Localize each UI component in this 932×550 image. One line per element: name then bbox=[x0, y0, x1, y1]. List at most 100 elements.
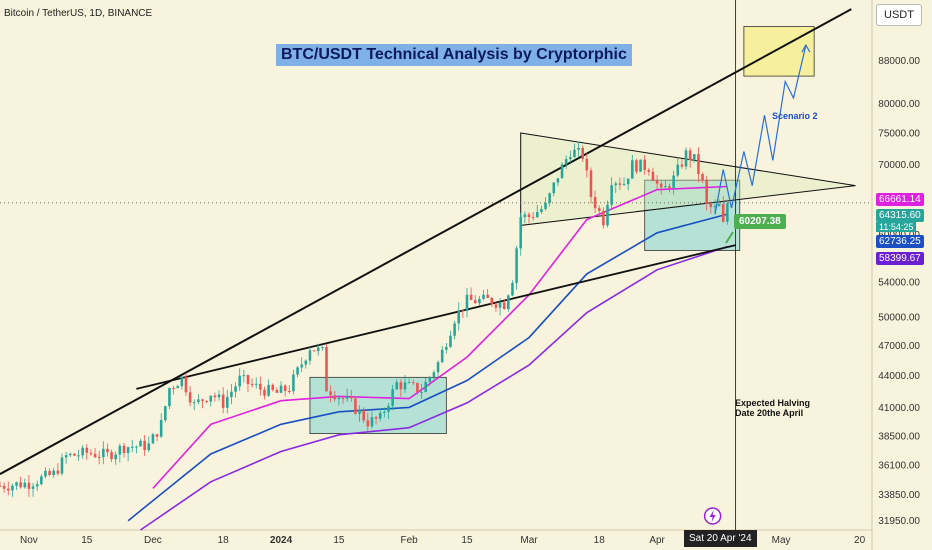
candle-body bbox=[523, 214, 527, 218]
y-tick-label: 50000.00 bbox=[878, 313, 920, 324]
candle-body bbox=[15, 482, 18, 486]
candle-body bbox=[44, 470, 47, 477]
candle-body bbox=[135, 446, 138, 448]
candle-body bbox=[329, 391, 332, 396]
candle-body bbox=[97, 457, 101, 459]
candle-body bbox=[337, 397, 341, 400]
candle-body bbox=[717, 204, 721, 207]
candle-body bbox=[151, 434, 155, 444]
candle-body bbox=[56, 470, 60, 474]
candle-body bbox=[449, 335, 452, 347]
candle-body bbox=[432, 372, 436, 377]
candle-body bbox=[606, 204, 609, 226]
candle-body bbox=[486, 294, 489, 298]
candle-body bbox=[184, 376, 188, 393]
candle-body bbox=[304, 360, 308, 365]
callout-pointer bbox=[725, 231, 734, 244]
candle-body bbox=[279, 385, 283, 393]
candle-body bbox=[655, 180, 659, 184]
candle-body bbox=[602, 210, 605, 226]
candle-body bbox=[85, 447, 89, 453]
candle-body bbox=[688, 150, 692, 161]
candle-body bbox=[639, 159, 642, 172]
candle-body bbox=[540, 209, 543, 212]
currency-button[interactable]: USDT bbox=[876, 4, 922, 26]
candle-body bbox=[73, 453, 76, 456]
candle-body bbox=[631, 160, 634, 179]
candle-body bbox=[626, 178, 630, 185]
candle-body bbox=[581, 147, 584, 159]
candle-body bbox=[383, 411, 386, 413]
candle-body bbox=[643, 159, 646, 170]
candle-body bbox=[659, 183, 663, 188]
candle-body bbox=[316, 347, 320, 352]
candle-body bbox=[341, 397, 345, 399]
y-tick-label: 36100.00 bbox=[878, 461, 920, 472]
symbol-header[interactable]: Bitcoin / TetherUS, 1D, BINANCE bbox=[4, 8, 153, 19]
candle-body bbox=[374, 417, 378, 419]
candle-body bbox=[201, 399, 204, 401]
candle-body bbox=[333, 395, 337, 400]
price-tag-ema-low: 58399.67 bbox=[876, 252, 924, 265]
candle-body bbox=[560, 164, 564, 179]
candle-body bbox=[81, 447, 84, 456]
candle-body bbox=[221, 394, 225, 408]
candle-body bbox=[11, 485, 14, 491]
candle-body bbox=[267, 384, 270, 396]
candle-body bbox=[164, 406, 167, 421]
candle-body bbox=[651, 171, 655, 181]
halving-line-2: Date 20the April bbox=[735, 408, 804, 418]
x-tick-label: 18 bbox=[218, 535, 230, 546]
candle-body bbox=[635, 160, 638, 172]
candle-body bbox=[205, 400, 208, 402]
candle-body bbox=[325, 347, 328, 392]
x-tick-label: 15 bbox=[333, 535, 345, 546]
y-tick-label: 80000.00 bbox=[878, 99, 920, 110]
x-tick-label: 18 bbox=[594, 535, 606, 546]
date-marker: Sat 20 Apr '24 bbox=[684, 530, 757, 547]
candle-body bbox=[283, 385, 287, 392]
candle-body bbox=[494, 304, 498, 308]
candle-body bbox=[610, 185, 613, 205]
candle-body bbox=[473, 300, 477, 304]
callout-price: 60207.38 bbox=[734, 214, 786, 229]
candle-body bbox=[234, 386, 237, 392]
candle-body bbox=[122, 445, 126, 453]
candle-body bbox=[378, 412, 382, 419]
candle-body bbox=[114, 454, 117, 460]
candle-body bbox=[552, 182, 556, 194]
candle-body bbox=[399, 382, 403, 390]
x-tick-label: May bbox=[772, 535, 791, 546]
x-tick-label: Apr bbox=[649, 535, 665, 546]
candle-body bbox=[27, 482, 31, 489]
candle-body bbox=[147, 443, 151, 451]
candle-body bbox=[217, 394, 221, 398]
symmetrical-triangle bbox=[520, 132, 856, 226]
x-tick-label: 20 bbox=[854, 535, 866, 546]
ema-line-3 bbox=[140, 245, 728, 531]
candle-body bbox=[246, 375, 250, 384]
upper-trend-line bbox=[0, 8, 852, 475]
candle-body bbox=[197, 399, 200, 403]
candle-body bbox=[48, 470, 51, 475]
candle-body bbox=[445, 346, 448, 350]
candle-body bbox=[614, 183, 618, 186]
candle-body bbox=[387, 405, 390, 412]
candle-body bbox=[188, 392, 192, 403]
candle-body bbox=[507, 295, 510, 310]
candle-body bbox=[515, 248, 518, 283]
x-tick-label: Nov bbox=[20, 535, 38, 546]
y-tick-label: 33850.00 bbox=[878, 490, 920, 501]
candle-body bbox=[589, 170, 593, 197]
candle-body bbox=[713, 206, 717, 208]
candle-body bbox=[498, 302, 502, 308]
candle-body bbox=[176, 386, 179, 389]
candle-body bbox=[130, 446, 134, 448]
scenario-path bbox=[714, 44, 807, 215]
candle-body bbox=[403, 382, 407, 390]
candle-body bbox=[569, 157, 572, 160]
candle-body bbox=[709, 203, 713, 208]
candle-body bbox=[308, 350, 312, 361]
candle-body bbox=[705, 180, 708, 204]
